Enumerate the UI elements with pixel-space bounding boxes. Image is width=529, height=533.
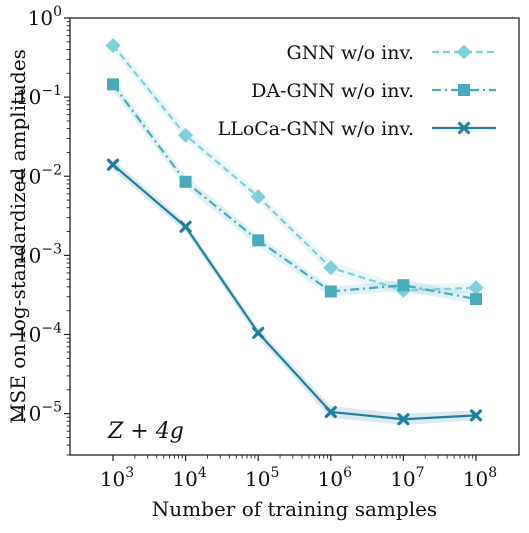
data-point	[106, 158, 120, 171]
x-tick-label: 106	[318, 465, 352, 491]
data-point	[107, 78, 119, 91]
data-point	[470, 293, 482, 306]
data-point	[397, 279, 410, 292]
series-line	[112, 83, 477, 301]
legend-label: LLoCa-GNN w/o inv.	[218, 118, 414, 140]
axis-ticks: 103 104 105 106 107 108 100 10−1 10−2 10−3 10−4 10−…	[16, 4, 497, 491]
data-point	[468, 280, 484, 296]
data-point	[250, 189, 266, 205]
data-point	[397, 413, 410, 426]
series-lines	[112, 44, 477, 421]
series-line	[112, 163, 477, 421]
data-point	[179, 175, 192, 188]
data-point	[323, 260, 339, 276]
data-point	[105, 37, 121, 53]
series-line	[112, 44, 477, 292]
x-tick-label: 103	[100, 465, 134, 491]
y-tick-label: 100	[28, 4, 62, 30]
data-point	[469, 409, 483, 422]
y-tick-label: 10−2	[16, 162, 62, 188]
x-axis-label: Number of training samples	[152, 497, 437, 521]
x-tick-label: 104	[172, 465, 206, 491]
y-tick-label: 10−1	[16, 83, 62, 109]
legend-label: DA-GNN w/o inv.	[251, 80, 414, 102]
x-tick-label: 108	[463, 465, 497, 491]
data-point	[324, 405, 337, 419]
y-tick-label: 10−3	[16, 241, 62, 267]
legend: GNN w/o inv. DA-GNN w/o inv. LLoCa-GNN w/o…	[218, 42, 496, 140]
plot-frame	[69, 17, 520, 456]
series-markers	[105, 37, 484, 426]
annotation-label: Z + 4g	[107, 419, 184, 444]
y-tick-label: 10−5	[16, 400, 62, 426]
legend-marker	[456, 44, 472, 60]
error-band	[113, 40, 476, 296]
legend-marker	[457, 121, 471, 135]
y-axis-label: MSE on log-standardized amplitudes	[6, 49, 30, 424]
data-point	[324, 285, 337, 298]
data-point	[252, 326, 265, 339]
data-point	[179, 220, 192, 233]
y-tick-label: 10−4	[16, 321, 62, 347]
data-point	[178, 127, 194, 143]
legend-label: GNN w/o inv.	[287, 42, 414, 64]
data-point	[252, 234, 265, 247]
x-tick-label: 105	[245, 465, 279, 491]
x-tick-label: 107	[390, 465, 424, 491]
legend-marker	[458, 84, 470, 96]
